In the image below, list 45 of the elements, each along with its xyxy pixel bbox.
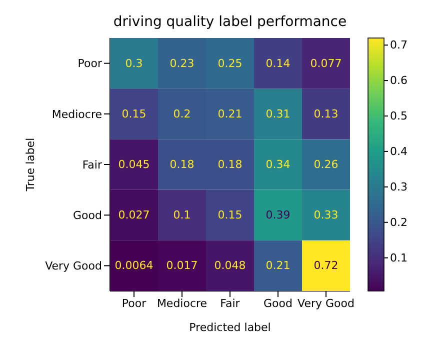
data-label: 0.21 xyxy=(218,107,242,120)
y-tick-label: Mediocre xyxy=(52,108,102,121)
data-label: 0.34 xyxy=(266,158,290,171)
data-label: 0.18 xyxy=(218,158,242,171)
data-label: 0.15 xyxy=(218,208,242,222)
y-tick-label: Very Good xyxy=(45,260,102,273)
x-tick-label: Mediocre xyxy=(156,296,208,310)
x-axis-title: Predicted label xyxy=(189,321,271,334)
data-label: 0.3 xyxy=(125,56,143,70)
data-label: 0.048 xyxy=(214,259,246,272)
data-label: 0.2 xyxy=(173,107,191,120)
color-bar-label: 0.3 xyxy=(390,180,408,194)
data-label: 0.027 xyxy=(118,208,150,222)
color-bar-label: 0.7 xyxy=(390,38,408,52)
color-bar-label: 0.2 xyxy=(390,216,408,229)
data-label: 0.017 xyxy=(166,259,198,272)
y-tick-label: Poor xyxy=(78,57,102,70)
data-label: 0.1 xyxy=(173,208,191,222)
data-label: 0.077 xyxy=(310,56,342,70)
color-bar-label: 0.6 xyxy=(390,74,408,88)
chart-title: driving quality label performance xyxy=(113,14,347,30)
x-tick-label: Very Good xyxy=(298,296,354,310)
data-label: 0.045 xyxy=(118,158,150,171)
data-label: 0.33 xyxy=(314,208,338,222)
x-tick-label: Fair xyxy=(220,296,240,310)
x-tick-label: Poor xyxy=(122,296,147,310)
y-axis-title: True label xyxy=(24,138,37,192)
data-label: 0.26 xyxy=(314,158,338,171)
data-label: 0.14 xyxy=(266,56,290,70)
data-label: 0.31 xyxy=(266,107,290,120)
data-label: 0.18 xyxy=(170,158,194,171)
x-tick-label: Good xyxy=(264,296,292,310)
data-label: 0.25 xyxy=(218,56,242,70)
y-tick-label: Fair xyxy=(82,158,102,172)
color-bar-label: 0.1 xyxy=(390,251,408,264)
data-label: 0.0064 xyxy=(114,259,154,272)
data-label: 0.39 xyxy=(266,208,290,222)
color-bar-label: 0.4 xyxy=(390,144,408,158)
color-bar-label: 0.5 xyxy=(390,110,408,122)
data-label: 0.15 xyxy=(122,107,146,120)
data-label: 0.21 xyxy=(266,259,290,272)
data-label: 0.23 xyxy=(170,56,194,70)
data-label: 0.13 xyxy=(314,107,338,120)
data-label: 0.72 xyxy=(314,259,338,272)
y-tick-label: Good xyxy=(73,209,102,222)
